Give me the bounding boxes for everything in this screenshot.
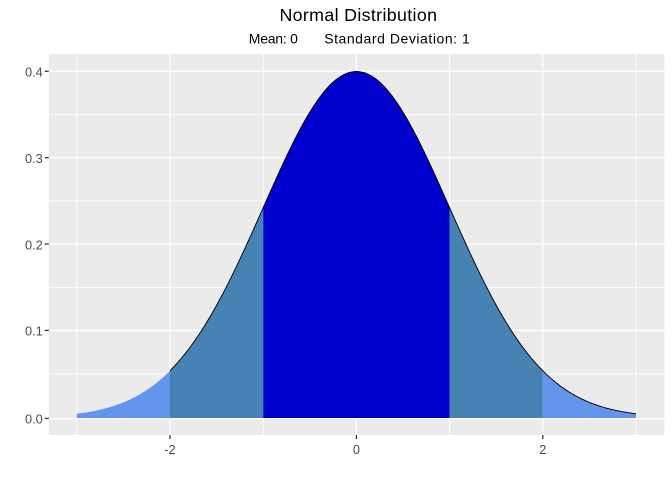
svg-text:0.2: 0.2 <box>25 237 43 252</box>
svg-text:0.4: 0.4 <box>25 65 43 80</box>
svg-text:2: 2 <box>539 442 546 457</box>
svg-text:0.3: 0.3 <box>25 151 43 166</box>
svg-text:0: 0 <box>353 442 360 457</box>
svg-text:Standard Deviation: 1: Standard Deviation: 1 <box>324 31 470 47</box>
svg-text:Normal Distribution: Normal Distribution <box>279 5 437 25</box>
svg-text:0.1: 0.1 <box>25 324 43 339</box>
svg-text:-2: -2 <box>164 442 175 457</box>
svg-text:Mean: 0: Mean: 0 <box>249 31 298 47</box>
svg-text:0.0: 0.0 <box>25 411 43 426</box>
